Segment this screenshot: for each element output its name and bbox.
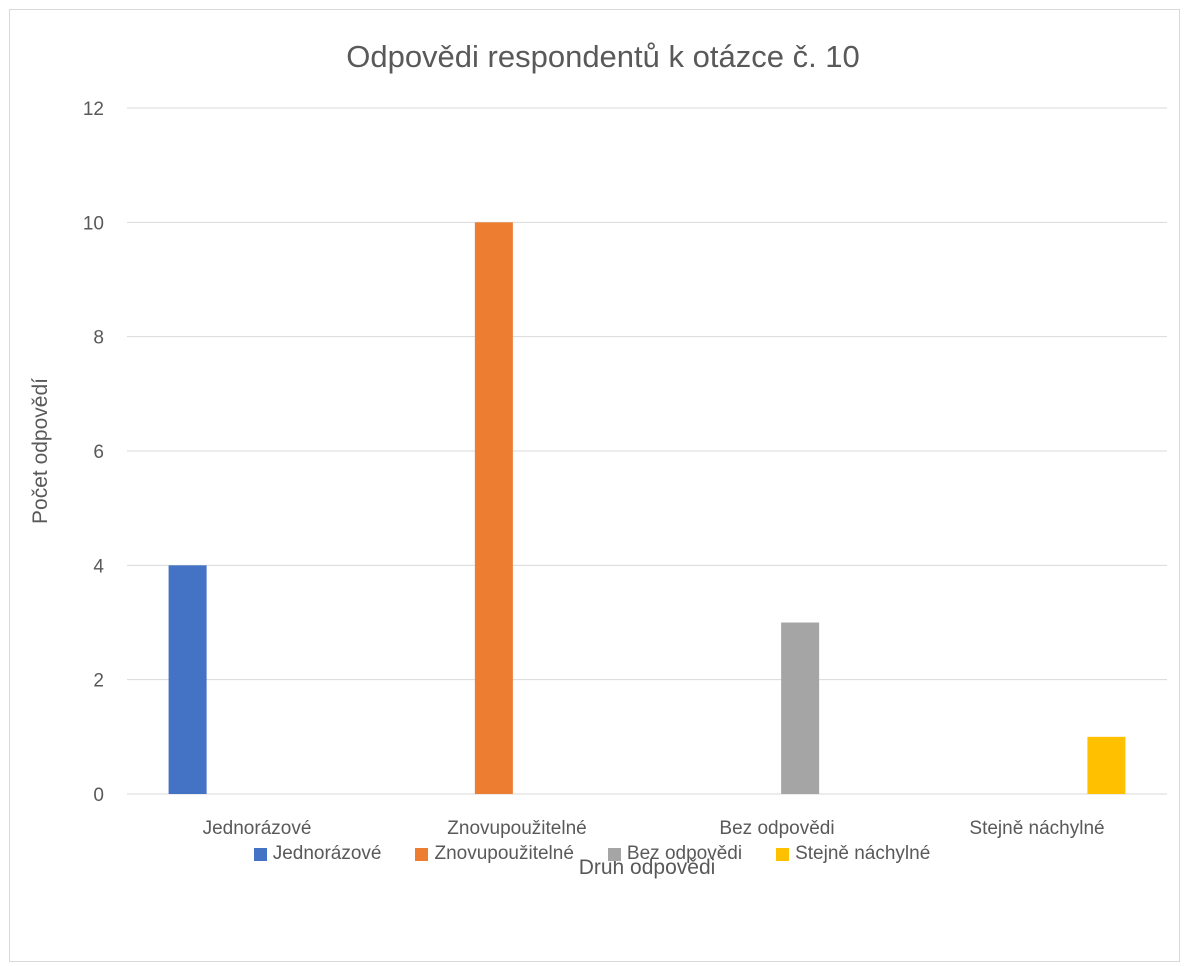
bar	[781, 622, 820, 794]
legend-swatch	[415, 847, 429, 861]
legend-swatch	[253, 847, 267, 861]
y-tick-label: 2	[93, 671, 104, 692]
legend-item: Stejně náchylné	[776, 843, 930, 865]
bars	[168, 222, 1126, 795]
legend: Jednorázové Znovupoužitelné Bez odpovědi St…	[0, 843, 1184, 865]
x-tick-label: Jednorázové	[203, 818, 312, 839]
legend-item: Znovupoužitelné	[415, 843, 574, 865]
chart-frame	[9, 9, 1180, 962]
legend-label: Jednorázové	[272, 843, 382, 864]
legend-item: Jednorázové	[253, 843, 382, 865]
y-tick-label: 4	[93, 556, 104, 577]
legend-item: Bez odpovědi	[607, 843, 743, 865]
legend-swatch	[607, 847, 621, 861]
legend-label: Bez odpovědi	[626, 843, 743, 864]
y-tick-label: 8	[93, 328, 104, 349]
x-axis-ticks: Jednorázové Znovupoužitelné Bez odpovědi St…	[203, 818, 1105, 839]
legend-label: Stejně náchylné	[795, 843, 931, 864]
gridlines	[127, 107, 1167, 795]
y-tick-label: 10	[83, 213, 104, 234]
legend-label: Znovupoužitelné	[434, 843, 574, 864]
x-tick-label: Stejně náchylné	[969, 818, 1104, 839]
x-tick-label: Znovupoužitelné	[447, 818, 586, 839]
legend-swatch	[776, 847, 790, 861]
bar	[168, 565, 207, 794]
y-tick-label: 6	[93, 442, 104, 463]
y-axis-label: Počet odpovědí	[29, 378, 52, 524]
y-axis-ticks: 0 2 4 6 8 10 12	[83, 99, 105, 806]
y-tick-label: 12	[83, 99, 104, 120]
x-axis-label: Druh odpovědi	[579, 856, 716, 879]
x-tick-label: Bez odpovědi	[719, 818, 834, 839]
bar	[474, 222, 513, 795]
y-tick-label: 0	[93, 785, 104, 806]
chart-title: Odpovědi respondentů k otázce č. 10	[346, 39, 860, 74]
bar	[1087, 736, 1126, 794]
